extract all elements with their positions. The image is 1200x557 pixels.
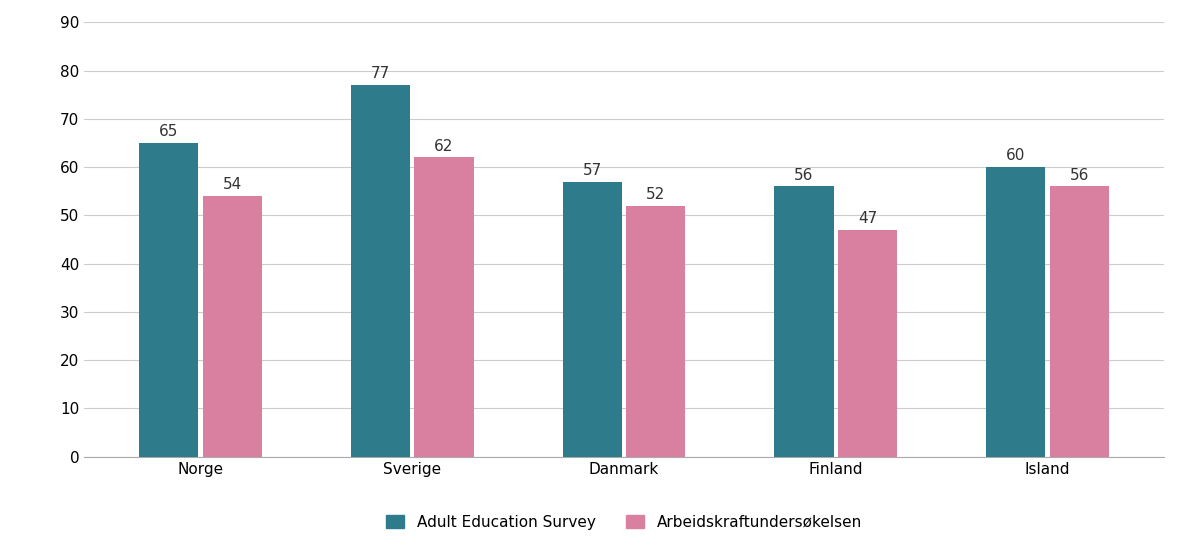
Bar <box>414 158 474 457</box>
Text: 77: 77 <box>371 66 390 81</box>
Text: 62: 62 <box>434 139 454 154</box>
Bar <box>986 167 1045 457</box>
Text: 60: 60 <box>1006 148 1026 163</box>
Text: 56: 56 <box>1069 168 1088 183</box>
Bar <box>350 85 410 457</box>
Text: 47: 47 <box>858 211 877 226</box>
Bar <box>139 143 198 457</box>
Text: 52: 52 <box>646 187 665 202</box>
Bar <box>563 182 622 457</box>
Text: 56: 56 <box>794 168 814 183</box>
Text: 65: 65 <box>160 124 179 139</box>
Legend: Adult Education Survey, Arbeidskraftundersøkelsen: Adult Education Survey, Arbeidskraftunde… <box>380 509 868 536</box>
Bar <box>774 187 834 457</box>
Text: 57: 57 <box>583 163 602 178</box>
Text: 54: 54 <box>223 177 242 192</box>
Bar <box>626 206 685 457</box>
Bar <box>838 230 898 457</box>
Bar <box>203 196 262 457</box>
Bar <box>1050 187 1109 457</box>
